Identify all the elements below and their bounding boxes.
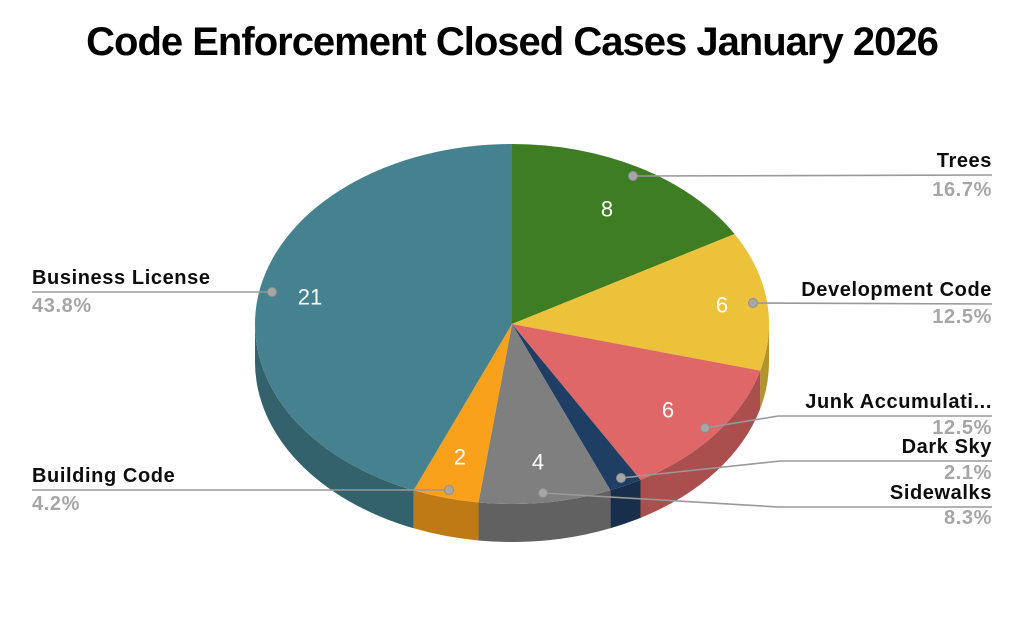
leader-dot-junk-accumulati xyxy=(700,423,710,433)
callout-percent-trees: 16.7% xyxy=(932,179,992,201)
pie-slice-side-development-code xyxy=(760,324,769,409)
callout-label-sidewalks: Sidewalks xyxy=(890,482,992,504)
pie-slice-dark-sky[interactable] xyxy=(512,324,641,491)
leader-dot-dark-sky xyxy=(616,473,626,483)
leader-line-sidewalks xyxy=(542,492,992,508)
leader-line-junk-accumulati xyxy=(704,415,992,429)
leader-dot-business-license xyxy=(267,287,277,297)
callout-label-trees: Trees xyxy=(937,150,992,172)
leader-dot-development-code xyxy=(748,298,758,308)
pie-slice-building-code[interactable] xyxy=(413,324,512,503)
leader-dot-trees xyxy=(628,171,638,181)
callout-label-dark-sky: Dark Sky xyxy=(902,436,993,458)
chart-title: Code Enforcement Closed Cases January 20… xyxy=(86,20,939,64)
pie-slice-side-junk-accumulati xyxy=(640,370,761,518)
pie-slice-business-license[interactable] xyxy=(254,143,512,491)
callout-label-development-code: Development Code xyxy=(801,279,992,301)
slice-value-label-business-license: 21 xyxy=(298,285,322,310)
slice-value-label-building-code: 2 xyxy=(454,445,466,470)
callout-percent-junk-accumulati: 12.5% xyxy=(932,417,992,439)
leader-line-trees xyxy=(632,174,993,177)
callout-percent-dark-sky: 2.1% xyxy=(944,462,992,484)
leader-dot-sidewalks xyxy=(538,488,548,498)
slice-value-label-trees: 8 xyxy=(601,197,613,222)
callout-percent-sidewalks: 8.3% xyxy=(944,507,992,529)
callout-label-building-code: Building Code xyxy=(32,465,175,487)
pie-slice-side-sidewalks xyxy=(478,490,611,542)
callout-percent-development-code: 12.5% xyxy=(932,306,992,328)
pie-slice-side-building-code xyxy=(413,490,479,541)
pie-slice-junk-accumulati[interactable] xyxy=(512,324,761,480)
pie-slice-side-dark-sky xyxy=(610,479,641,529)
slice-value-label-development-code: 6 xyxy=(716,293,728,318)
pie-slice-trees[interactable] xyxy=(512,144,735,324)
callout-percent-building-code: 4.2% xyxy=(32,493,80,515)
callout-label-business-license: Business License xyxy=(32,267,211,289)
slice-value-label-sidewalks: 4 xyxy=(532,450,544,475)
callout-label-junk-accumulati: Junk Accumulati... xyxy=(805,391,992,413)
callout-percent-business-license: 43.8% xyxy=(32,295,92,317)
pie-slice-side-business-license xyxy=(254,324,414,529)
slice-value-label-junk-accumulati: 6 xyxy=(662,398,674,423)
leader-line-development-code xyxy=(752,302,993,305)
pie-slice-sidewalks[interactable] xyxy=(478,324,611,504)
leader-line-dark-sky xyxy=(620,460,992,479)
leader-dot-building-code xyxy=(444,485,454,495)
pie-slice-development-code[interactable] xyxy=(512,234,769,371)
